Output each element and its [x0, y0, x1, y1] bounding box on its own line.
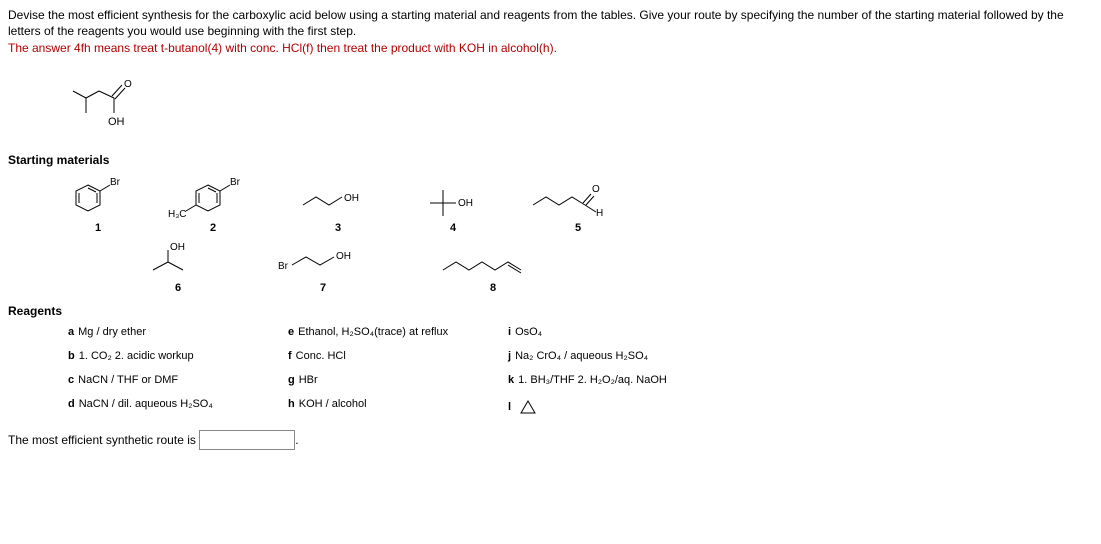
svg-text:O: O — [592, 184, 600, 195]
triangle-icon — [518, 398, 538, 416]
svg-text:OH: OH — [344, 193, 359, 204]
target-structure: O OH — [68, 73, 1093, 133]
reagent-b: b1. CO₂ 2. acidic workup — [68, 350, 288, 362]
reagents-row-2: cNaCN / THF or DMF gHBr k1. BH₃/THF 2. H… — [68, 374, 1093, 386]
svg-text:Br: Br — [278, 261, 289, 272]
material-2-num: 2 — [210, 222, 216, 234]
material-5: O H 5 — [528, 180, 628, 234]
material-6: OH 6 — [148, 240, 208, 294]
material-2: Br H₃C 2 — [168, 175, 258, 234]
material-7-num: 7 — [320, 282, 326, 294]
svg-text:Br: Br — [230, 177, 241, 188]
material-8: 8 — [438, 250, 548, 294]
answer-row: The most efficient synthetic route is . — [8, 430, 1093, 450]
target-oh-label: OH — [108, 116, 125, 128]
example-text: The answer 4fh means treat t-butanol(4) … — [8, 41, 1093, 55]
svg-text:OH: OH — [458, 198, 473, 209]
material-3: OH 3 — [298, 185, 378, 234]
reagents-row-1: b1. CO₂ 2. acidic workup fConc. HCl jNa₂… — [68, 350, 1093, 362]
answer-input[interactable] — [199, 430, 295, 450]
reagent-a: aMg / dry ether — [68, 326, 288, 338]
reagents-row-3: dNaCN / dil. aqueous H₂SO₄ hKOH / alcoho… — [68, 398, 1093, 416]
material-4-num: 4 — [450, 222, 456, 234]
material-6-num: 6 — [175, 282, 181, 294]
question-text: Devise the most efficient synthesis for … — [8, 8, 1093, 39]
reagents-row-0: aMg / dry ether eEthanol, H₂SO₄(trace) a… — [68, 326, 1093, 338]
starting-materials-title: Starting materials — [8, 153, 1093, 167]
reagent-g: gHBr — [288, 374, 508, 386]
material-5-num: 5 — [575, 222, 581, 234]
materials-row-2: OH 6 Br OH 7 8 — [148, 240, 1093, 294]
svg-text:H: H — [596, 208, 603, 219]
material-3-num: 3 — [335, 222, 341, 234]
reagent-i: iOsO₄ — [508, 326, 728, 338]
svg-text:OH: OH — [170, 242, 185, 253]
svg-text:H₃C: H₃C — [168, 209, 187, 220]
target-o-label: O — [124, 79, 132, 90]
reagent-e: eEthanol, H₂SO₄(trace) at reflux — [288, 326, 508, 338]
reagent-h: hKOH / alcohol — [288, 398, 508, 416]
reagents-table: aMg / dry ether eEthanol, H₂SO₄(trace) a… — [68, 326, 1093, 416]
material-1: Br 1 — [68, 175, 128, 234]
material-1-num: 1 — [95, 222, 101, 234]
materials-row-1: Br 1 Br H₃C 2 OH 3 OH — [68, 175, 1093, 234]
svg-text:Br: Br — [110, 177, 121, 188]
answer-prompt: The most efficient synthetic route is — [8, 433, 196, 447]
reagent-j: jNa₂ CrO₄ / aqueous H₂SO₄ — [508, 350, 728, 362]
reagent-c: cNaCN / THF or DMF — [68, 374, 288, 386]
reagent-l: l — [508, 398, 728, 416]
svg-text:OH: OH — [336, 251, 351, 262]
reagents-title: Reagents — [8, 304, 1093, 318]
reagent-k: k1. BH₃/THF 2. H₂O₂/aq. NaOH — [508, 374, 728, 386]
material-7: Br OH 7 — [278, 245, 368, 294]
material-4: OH 4 — [418, 185, 488, 234]
reagent-d: dNaCN / dil. aqueous H₂SO₄ — [68, 398, 288, 416]
target-molecule: O OH — [68, 73, 148, 133]
material-8-num: 8 — [490, 282, 496, 294]
reagent-f: fConc. HCl — [288, 350, 508, 362]
